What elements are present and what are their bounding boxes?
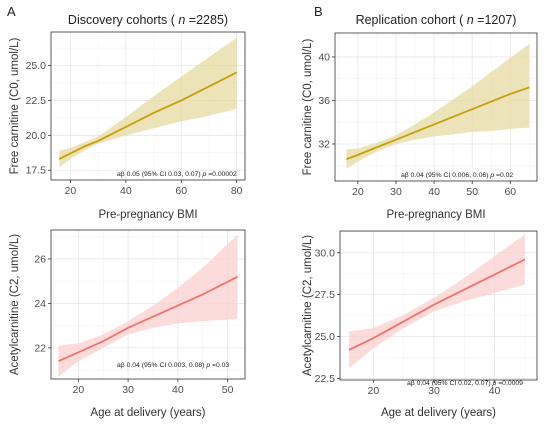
regression-line (346, 86, 530, 161)
chart-title-n: n (178, 13, 185, 27)
annotation-p-value: =0.03 (210, 362, 229, 369)
x-tick-label: 30 (428, 385, 440, 397)
chart-title-n: n (467, 13, 474, 27)
annotation-p-value: =0.02 (494, 172, 513, 179)
x-tick-label: 20 (73, 384, 85, 396)
x-tick-label: 60 (504, 186, 516, 198)
y-tick-label: 22.5 (26, 95, 47, 107)
chart-panel-1: 20 40 60 80 17.5 20.0 22.5 25.0 A Discovery cohor… (7, 4, 246, 221)
x-tick-label: 50 (222, 384, 234, 396)
x-tick-label: 40 (172, 384, 184, 396)
annotation-p: p (202, 171, 207, 178)
panel-letter: A (7, 4, 16, 19)
y-tick-label: 36 (318, 95, 330, 107)
annotation-p: p (492, 380, 497, 387)
x-tick-label: 20 (65, 185, 77, 197)
x-tick-label: 40 (489, 385, 501, 397)
annotation-p-value: =0.0009 (496, 380, 523, 387)
annotation-p-value: =0.00002 (206, 171, 237, 178)
y-tick-label: 40 (318, 51, 330, 63)
chart-title: Replication cohort ( n =1207) (356, 13, 517, 27)
y-tick-label: 24 (34, 298, 46, 310)
y-tick-label: 22.5 (315, 373, 336, 385)
annotation-estimate: aβ 0.04 (95% CI 0.003, 0.08) (117, 362, 206, 369)
regression-line (58, 71, 238, 160)
chart-title-count: =1207) (474, 13, 517, 27)
plot-frame (334, 32, 538, 182)
x-tick-label: 60 (175, 185, 187, 197)
y-tick-label: 25.0 (26, 60, 47, 72)
panel-letter: B (314, 4, 323, 19)
y-axis-label: Acetylcarnitine (C2, umol/L) (9, 234, 21, 375)
confidence-band (59, 37, 237, 168)
chart-panel-3: 20 30 40 50 22 24 26 Age at delivery (years) Ace… (9, 229, 246, 419)
x-tick-label: 50 (466, 186, 478, 198)
x-tick-label: 40 (120, 185, 132, 197)
confidence-band (349, 234, 525, 369)
x-axis-label: Age at delivery (years) (381, 407, 496, 419)
plot-frame (339, 230, 538, 381)
x-tick-label: 30 (122, 384, 134, 396)
annotation-estimate: aβ 0.04 (95% CI 0.02, 0.07) (407, 380, 493, 387)
x-tick-label: 80 (231, 185, 243, 197)
annotation-p: p (489, 172, 494, 179)
chart-panel-2: 20 30 40 50 60 32 36 40 B Replication cohort ( n … (302, 4, 538, 221)
regression-annotation: aβ 0.04 (95% CI 0.006, 0.06) p =0.02 (401, 172, 513, 179)
confidence-band (346, 43, 530, 170)
annotation-p: p (205, 362, 210, 369)
chart-title-text: Discovery cohorts ( (68, 13, 178, 27)
chart-title: Discovery cohorts ( n =2285) (68, 13, 228, 27)
regression-annotation: aβ 0.05 (95% CI 0.03, 0.07) p =0.00002 (117, 171, 237, 178)
x-axis-label: Age at delivery (years) (90, 407, 205, 419)
y-tick-label: 22 (34, 342, 46, 354)
y-axis-label: Free carnitine (C0, umol/L) (302, 38, 314, 175)
y-tick-label: 17.5 (26, 165, 47, 177)
chart-panel-4: 20 30 40 22.5 25.0 27.5 30.0 Age at delivery (y… (302, 230, 538, 419)
plot-frame (50, 229, 246, 380)
y-tick-label: 30.0 (315, 247, 336, 259)
x-tick-label: 40 (428, 186, 440, 198)
y-tick-label: 20.0 (26, 130, 47, 142)
x-axis-label: Pre-pregnancy BMI (98, 209, 197, 221)
chart-title-text: Replication cohort ( (356, 13, 467, 27)
y-axis-label: Free carnitine (C0, umol/L) (9, 37, 21, 174)
regression-line (58, 275, 238, 363)
chart-title-count: =2285) (185, 13, 228, 27)
y-tick-label: 26 (34, 253, 46, 265)
annotation-estimate: aβ 0.04 (95% CI 0.006, 0.06) (401, 172, 490, 179)
y-tick-label: 27.5 (315, 289, 336, 301)
y-tick-label: 25.0 (315, 331, 336, 343)
plot-frame (50, 31, 246, 181)
y-axis-label: Acetylcarnitine (C2, umol/L) (302, 235, 314, 376)
regression-annotation: aβ 0.04 (95% CI 0.02, 0.07) p =0.0009 (407, 380, 523, 387)
y-tick-label: 32 (318, 139, 330, 151)
annotation-estimate: aβ 0.05 (95% CI 0.03, 0.07) (117, 171, 203, 178)
x-tick-label: 20 (367, 385, 379, 397)
regression-annotation: aβ 0.04 (95% CI 0.003, 0.08) p =0.03 (117, 362, 229, 369)
x-tick-label: 20 (352, 186, 364, 198)
x-axis-label: Pre-pregnancy BMI (386, 209, 485, 221)
confidence-band (58, 234, 238, 377)
x-tick-label: 30 (390, 186, 402, 198)
regression-line (348, 258, 526, 351)
